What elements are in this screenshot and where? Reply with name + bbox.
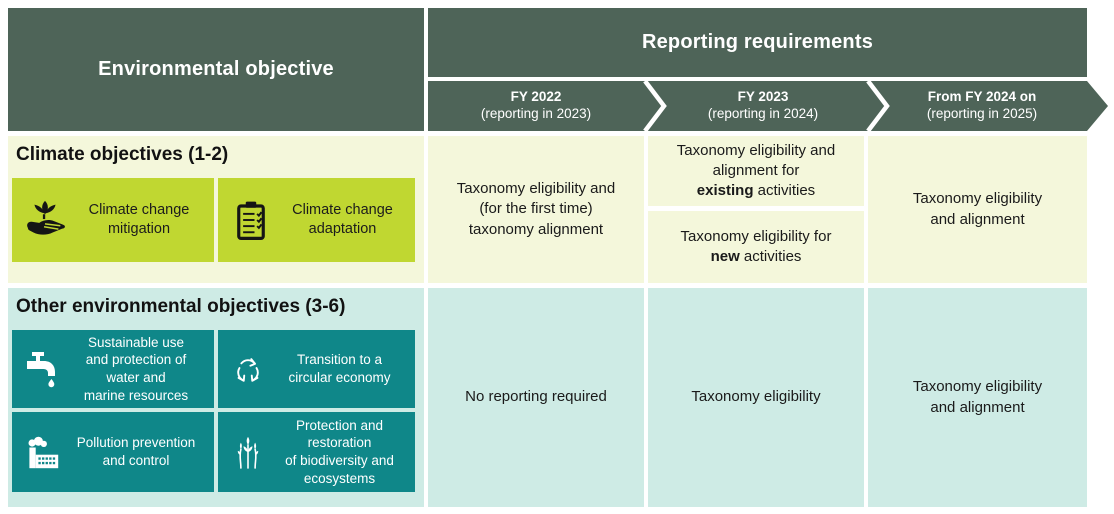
line: alignment for bbox=[712, 161, 800, 179]
cell-climate-fy2022-text: Taxonomy eligibility and (for the first … bbox=[456, 180, 616, 238]
water-resources-label: Sustainable use and protection of water … bbox=[83, 334, 189, 403]
line: existing activities bbox=[677, 181, 835, 201]
timeline-segment-fy2022: FY 2022 (reporting in 2023) bbox=[428, 81, 644, 131]
cell-other-fy2023: Taxonomy eligibility bbox=[648, 288, 864, 507]
biodiversity-label: Protection and restoration of biodiversi… bbox=[285, 417, 394, 486]
cell-climate-fy2024: Taxonomy eligibility and alignment bbox=[868, 136, 1087, 283]
chevron-separator-icon bbox=[866, 81, 890, 131]
recycle-icon bbox=[226, 352, 270, 386]
other-objectives-heading: Other environmental objectives (3-6) bbox=[16, 296, 346, 317]
fy2024-sublabel: (reporting in 2025) bbox=[926, 106, 1038, 121]
cell-climate-fy2023-new: Taxonomy eligibility for new activities bbox=[648, 211, 864, 283]
fy2022-sublabel: (reporting in 2023) bbox=[480, 106, 592, 121]
biodiversity-card: Protection and restoration of biodiversi… bbox=[218, 412, 415, 492]
fy2023-label: FY 2023 bbox=[737, 89, 789, 105]
cell-climate-fy2022: Taxonomy eligibility and (for the first … bbox=[428, 136, 644, 283]
water-resources-card: Sustainable use and protection of water … bbox=[12, 330, 214, 408]
cell-other-fy2022-text: No reporting required bbox=[465, 388, 607, 406]
faucet-icon bbox=[20, 349, 64, 389]
cell-climate-fy2023-new-text: Taxonomy eligibility for new activities bbox=[681, 227, 832, 268]
timeline-segment-fy2023: FY 2023 (reporting in 2024) bbox=[653, 81, 873, 131]
factory-icon bbox=[20, 434, 64, 470]
environmental-objective-title: Environmental objective bbox=[98, 58, 334, 80]
sprout-hand-icon bbox=[20, 197, 70, 243]
other-objectives-row: Other environmental objectives (3-6) Sus… bbox=[8, 288, 424, 507]
reporting-requirements-title: Reporting requirements bbox=[641, 31, 874, 53]
bold-word: new bbox=[710, 248, 740, 265]
cell-climate-fy2024-text: Taxonomy eligibility and alignment bbox=[912, 190, 1043, 228]
timeline-segment-fy2024: From FY 2024 on (reporting in 2025) bbox=[876, 81, 1088, 131]
cell-other-fy2022: No reporting required bbox=[428, 288, 644, 507]
timeline-arrow-band: FY 2022 (reporting in 2023) FY 2023 (rep… bbox=[428, 81, 1108, 131]
line: Taxonomy eligibility for bbox=[680, 227, 832, 245]
cell-other-fy2023-text: Taxonomy eligibility bbox=[691, 388, 821, 406]
clipboard-checklist-icon bbox=[226, 197, 276, 243]
bold-word: existing bbox=[696, 182, 754, 200]
fy2024-label: From FY 2024 on bbox=[927, 89, 1037, 105]
line: Taxonomy eligibility and bbox=[676, 141, 836, 159]
cell-climate-fy2023-existing: Taxonomy eligibility and alignment for e… bbox=[648, 136, 864, 206]
reporting-requirements-header: Reporting requirements bbox=[428, 8, 1087, 77]
fy2022-label: FY 2022 bbox=[510, 89, 562, 105]
climate-objectives-row: Climate objectives (1-2) Climate cha bbox=[8, 136, 424, 283]
cell-other-fy2024-text: Taxonomy eligibility and alignment bbox=[912, 378, 1043, 416]
herbs-icon bbox=[226, 433, 270, 471]
cell-other-fy2024: Taxonomy eligibility and alignment bbox=[868, 288, 1087, 507]
line-rest: activities bbox=[739, 248, 802, 265]
line: new activities bbox=[681, 247, 832, 267]
pollution-card: Pollution prevention and control bbox=[12, 412, 214, 492]
climate-mitigation-card: Climate change mitigation bbox=[12, 178, 214, 262]
fy2023-sublabel: (reporting in 2024) bbox=[707, 106, 819, 121]
pollution-label: Pollution prevention and control bbox=[76, 435, 196, 468]
cell-climate-fy2023-existing-text: Taxonomy eligibility and alignment for e… bbox=[677, 141, 835, 202]
circular-economy-card: Transition to a circular economy bbox=[218, 330, 415, 408]
climate-adaptation-label: Climate change adaptation bbox=[292, 202, 393, 237]
climate-adaptation-card: Climate change adaptation bbox=[218, 178, 415, 262]
climate-objectives-heading: Climate objectives (1-2) bbox=[16, 144, 229, 165]
climate-mitigation-label: Climate change mitigation bbox=[88, 202, 190, 237]
environmental-objective-header: Environmental objective bbox=[8, 8, 424, 131]
line-rest: activities bbox=[753, 182, 816, 200]
chevron-separator-icon bbox=[643, 81, 667, 131]
circular-economy-label: Transition to a circular economy bbox=[288, 352, 391, 385]
